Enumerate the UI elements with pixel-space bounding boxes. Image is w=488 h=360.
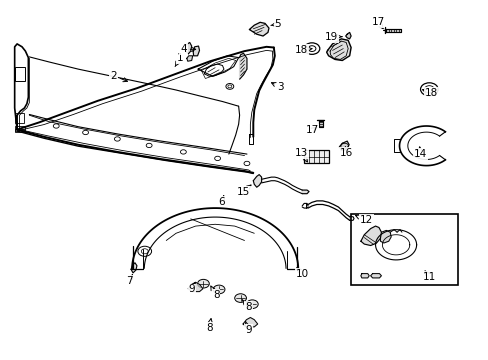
Circle shape [213, 285, 224, 294]
Polygon shape [339, 141, 348, 150]
Polygon shape [243, 318, 257, 327]
Polygon shape [239, 53, 246, 79]
Polygon shape [360, 274, 368, 278]
Text: 15: 15 [236, 185, 250, 197]
Polygon shape [184, 42, 191, 54]
Bar [20, 129, 24, 131]
Polygon shape [131, 263, 137, 273]
Polygon shape [188, 282, 203, 292]
Polygon shape [253, 175, 261, 187]
Polygon shape [370, 274, 381, 278]
Text: 7: 7 [126, 274, 133, 286]
Text: 18: 18 [294, 45, 311, 55]
Text: 3: 3 [271, 82, 284, 92]
Polygon shape [193, 46, 199, 56]
Polygon shape [360, 226, 381, 246]
Text: 8: 8 [242, 300, 251, 312]
Text: 19: 19 [324, 32, 341, 42]
Polygon shape [249, 22, 268, 36]
Text: 12: 12 [355, 215, 373, 225]
Text: 9: 9 [188, 283, 195, 294]
Polygon shape [318, 121, 322, 127]
Text: 10: 10 [295, 267, 308, 279]
Text: 6: 6 [218, 196, 225, 207]
Text: 13: 13 [294, 148, 307, 162]
Text: 16: 16 [339, 147, 352, 158]
Text: 17: 17 [370, 17, 384, 29]
Text: 14: 14 [413, 147, 427, 159]
Polygon shape [380, 230, 390, 243]
Polygon shape [302, 190, 308, 194]
Text: 4: 4 [180, 44, 195, 54]
Circle shape [246, 300, 258, 309]
Text: 18: 18 [422, 88, 437, 98]
Text: 8: 8 [210, 286, 219, 300]
Polygon shape [386, 29, 400, 32]
Text: 17: 17 [305, 125, 318, 135]
Text: 5: 5 [270, 19, 281, 29]
Bar [15, 113, 24, 123]
Text: 11: 11 [422, 271, 435, 282]
Polygon shape [345, 32, 350, 39]
Polygon shape [326, 39, 350, 60]
Circle shape [234, 294, 246, 302]
Text: 2: 2 [110, 71, 127, 82]
Bar [15, 126, 25, 132]
Bar [15, 67, 25, 81]
Bar [350, 214, 457, 285]
Polygon shape [349, 217, 353, 220]
Circle shape [197, 279, 209, 288]
Bar [15, 129, 19, 131]
Text: 9: 9 [244, 321, 251, 335]
Polygon shape [186, 56, 192, 61]
Text: 8: 8 [205, 319, 212, 333]
Text: 1: 1 [175, 53, 183, 67]
Bar [304, 150, 328, 163]
